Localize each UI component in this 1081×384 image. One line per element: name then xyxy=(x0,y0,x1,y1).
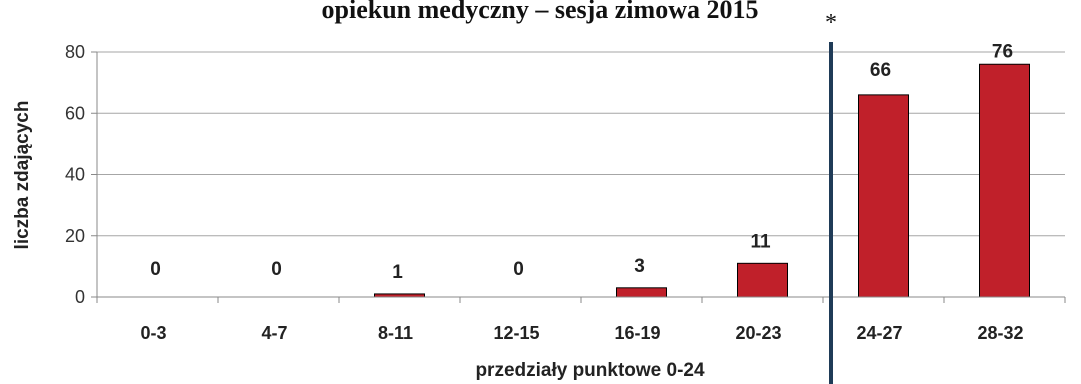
y-axis-label: liczba zdających xyxy=(12,101,33,250)
x-tick-label: 8-11 xyxy=(378,323,413,343)
chart-title: opiekun medyczny – sesja zimowa 2015 xyxy=(322,0,759,24)
y-tick-label: 60 xyxy=(65,103,85,123)
y-tick-label: 20 xyxy=(65,226,85,246)
x-tick-label: 4-7 xyxy=(261,323,287,343)
data-label: 3 xyxy=(634,256,645,277)
threshold-asterisk: * xyxy=(825,10,837,36)
x-tick-label: 28-32 xyxy=(977,323,1023,343)
bars: 0 0 1 0 3 11 66 76 xyxy=(150,41,1030,298)
x-tick-label: 16-19 xyxy=(614,323,660,343)
data-label: 11 xyxy=(750,231,771,252)
gridlines xyxy=(97,51,1065,237)
x-tick-label: 24-27 xyxy=(856,323,902,343)
bar xyxy=(858,94,909,298)
y-tick-label: 40 xyxy=(65,165,85,185)
data-label: 0 xyxy=(271,259,282,280)
threshold-marker: * xyxy=(825,10,837,384)
y-tick-label: 0 xyxy=(75,287,85,307)
y-tick-label: 80 xyxy=(65,42,85,62)
data-label: 66 xyxy=(870,60,891,81)
bar xyxy=(979,63,1030,298)
x-tick-label: 20-23 xyxy=(735,323,781,343)
data-label: 1 xyxy=(392,262,403,283)
data-label: 0 xyxy=(150,259,161,280)
data-label: 0 xyxy=(513,259,524,280)
y-axis-ticks: 0 20 40 60 80 xyxy=(65,42,98,307)
x-tick-label: 12-15 xyxy=(493,323,539,343)
bar xyxy=(616,287,667,298)
data-label: 76 xyxy=(992,41,1013,62)
x-axis: 0-3 4-7 8-11 12-15 16-19 20-23 24-27 28-32 xyxy=(96,296,1066,343)
x-axis-label: przedziały punktowe 0-24 xyxy=(475,360,705,381)
bar xyxy=(737,262,788,298)
x-tick-label: 0-3 xyxy=(140,323,166,343)
